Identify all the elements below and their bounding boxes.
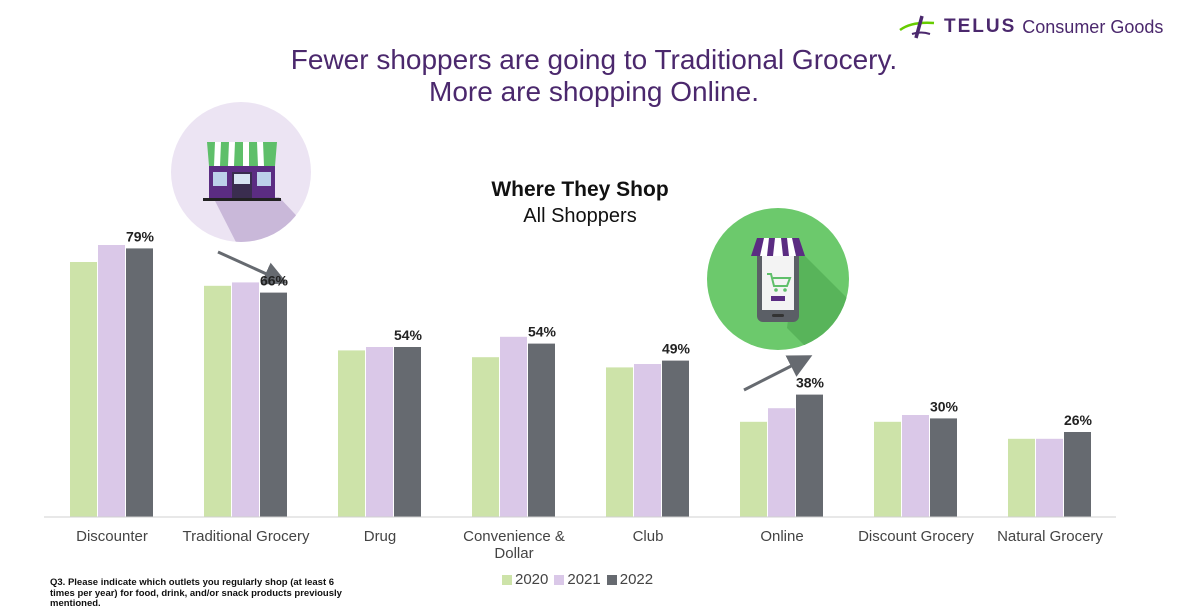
legend-swatch-2020 (502, 574, 512, 585)
brand-name: TELUS (944, 16, 1017, 37)
bar-natural-grocery-2020 (1008, 438, 1035, 517)
bar-discounter-2022 (126, 248, 153, 517)
bar-discount-grocery-2020 (874, 421, 901, 517)
bar-discount-grocery-2021 (902, 415, 929, 517)
data-label-discounter: 79% (126, 228, 155, 244)
x-tick-label-discounter: Discounter (76, 528, 148, 545)
trend-arrow-icon (217, 250, 288, 285)
x-tick-label-drug: Drug (364, 528, 397, 545)
data-label-drug: 54% (394, 327, 423, 343)
page-title: Fewer shoppers are going to Traditional … (0, 44, 1188, 108)
brand-logo: TELUS Consumer Goods (898, 12, 1163, 42)
telus-globe-icon (899, 15, 935, 39)
bar-drug-2021 (366, 347, 393, 517)
chart-title: Where They Shop (491, 178, 669, 201)
page-title-line-1: Fewer shoppers are going to Traditional … (290, 44, 898, 75)
legend-label-2021: 2021 (567, 571, 601, 588)
bar-natural-grocery-2021 (1036, 438, 1063, 517)
data-label-traditional-grocery: 66% (260, 273, 289, 289)
bar-traditional-grocery-2020 (204, 285, 231, 517)
data-label-online: 38% (796, 375, 825, 391)
bar-traditional-grocery-2022 (260, 292, 287, 517)
bar-traditional-grocery-2021 (232, 282, 259, 517)
bar-online-2022 (796, 394, 823, 517)
bar-natural-grocery-2022 (1064, 432, 1091, 517)
bar-online-2021 (768, 408, 795, 517)
bar-discounter-2020 (70, 262, 97, 517)
chart-heading: Where They Shop All Shoppers (430, 177, 730, 229)
bar-online-2020 (740, 421, 767, 517)
x-tick-label-club: Club (633, 528, 664, 545)
legend-label-2020: 2020 (515, 571, 549, 588)
footnote: Q3. Please indicate which outlets you re… (50, 577, 342, 609)
bar-convenience-dollar-2021 (500, 336, 527, 517)
x-tick-label-discount-grocery: Discount Grocery (858, 528, 974, 545)
bar-discounter-2021 (98, 245, 125, 517)
chart-subtitle: All Shoppers (523, 205, 637, 227)
legend-label-2022: 2022 (619, 571, 654, 588)
bar-drug-2022 (394, 347, 421, 517)
data-label-discount-grocery: 30% (930, 398, 959, 414)
bar-drug-2020 (338, 350, 365, 517)
data-label-natural-grocery: 26% (1064, 412, 1093, 428)
x-tick-label-online: Online (760, 528, 803, 545)
bar-club-2020 (606, 367, 633, 517)
legend-item-2020: 2020 (502, 571, 548, 588)
legend-swatch-2022 (606, 574, 617, 585)
storefront-icon (171, 102, 311, 242)
bar-convenience-dollar-2022 (528, 343, 555, 517)
chart-legend: 2020 2021 2022 (502, 571, 659, 588)
data-label-convenience-dollar: 54% (528, 324, 557, 340)
x-tick-label-convenience-dollar: Convenience & Dollar (463, 528, 565, 562)
bar-convenience-dollar-2020 (472, 357, 499, 517)
legend-swatch-2021 (554, 574, 565, 585)
x-tick-label-traditional-grocery: Traditional Grocery (183, 528, 310, 545)
x-tick-label-natural-grocery: Natural Grocery (997, 528, 1103, 545)
data-label-club: 49% (662, 341, 691, 357)
bar-club-2022 (662, 360, 689, 517)
brand-suffix: Consumer Goods (1022, 16, 1164, 37)
bar-club-2021 (634, 364, 661, 517)
mobile-shopping-icon (707, 208, 849, 350)
trend-arrow-icon (743, 355, 813, 392)
legend-item-2022: 2022 (606, 571, 654, 588)
legend-item-2021: 2021 (554, 571, 601, 588)
page-title-line-2: More are shopping Online. (429, 76, 759, 107)
bar-discount-grocery-2022 (930, 418, 957, 517)
